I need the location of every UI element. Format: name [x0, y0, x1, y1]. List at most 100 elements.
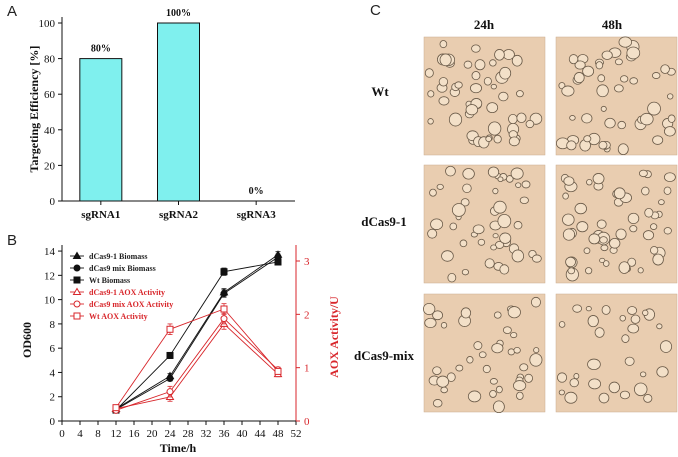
yeast-cell — [608, 381, 620, 394]
yeast-cell — [656, 366, 669, 378]
yeast-cell — [429, 188, 437, 197]
yeast-cell — [565, 256, 576, 268]
yeast-cell — [650, 246, 659, 255]
line-chart-x-tick-label: 32 — [201, 428, 212, 440]
data-point — [166, 351, 174, 359]
yeast-cell — [463, 60, 473, 69]
yeast-cell — [478, 351, 487, 359]
yeast-cell — [640, 371, 647, 378]
legend-entry: dCas9 mix Biomass — [89, 264, 156, 273]
yeast-cell — [477, 238, 486, 246]
yeast-cell — [489, 59, 497, 67]
yeast-cell — [562, 228, 576, 241]
yeast-cell — [454, 81, 463, 89]
line-chart-left-tick-label: 0 — [50, 416, 56, 428]
yeast-cell — [585, 306, 592, 312]
yeast-cell — [564, 391, 578, 404]
yeast-cell — [448, 112, 463, 127]
yeast-cell — [644, 208, 654, 218]
series-line — [115, 254, 279, 410]
yeast-cell — [615, 228, 627, 240]
micrograph-column-label-24h: 24h — [474, 17, 495, 32]
yeast-cell — [656, 323, 663, 330]
yeast-cell — [511, 54, 523, 67]
yeast-cell — [621, 334, 630, 343]
yeast-cell — [466, 356, 474, 364]
data-point — [220, 290, 228, 298]
yeast-cell — [627, 306, 638, 315]
bar-chart-bars — [79, 22, 200, 202]
line-chart-x-tick-label: 16 — [129, 428, 141, 440]
line-chart-left-ticks: 0 2 4 6 8 10 12 14 — [44, 246, 62, 428]
yeast-cell — [629, 225, 638, 233]
yeast-cell — [647, 101, 661, 116]
yeast-cell — [482, 364, 491, 374]
yeast-cell — [614, 84, 624, 93]
yeast-cell — [455, 364, 464, 372]
data-point — [166, 375, 174, 383]
yeast-cell — [587, 358, 601, 371]
yeast-cell — [461, 268, 469, 276]
yeast-cell — [609, 237, 621, 249]
panel-letter-a: A — [7, 3, 17, 20]
yeast-cell — [471, 44, 481, 53]
yeast-cell — [516, 90, 524, 98]
line-chart-x-tick-label: 36 — [219, 428, 231, 440]
yeast-cell — [484, 258, 495, 269]
line-chart-legend: dCas9-1 Biomass dCas9 mix Biomass Wt Bioma… — [70, 251, 173, 321]
line-chart-left-tick-label: 8 — [50, 319, 56, 331]
yeast-cell — [667, 114, 676, 123]
series-line — [115, 308, 279, 408]
yeast-cell — [620, 75, 629, 83]
yeast-cell — [430, 218, 444, 230]
yeast-cell — [445, 165, 456, 177]
yeast-cell — [465, 104, 479, 116]
line-chart-x-tick-label: 48 — [273, 428, 285, 440]
series-line — [115, 261, 279, 411]
yeast-cell — [462, 168, 475, 180]
yeast-cell — [592, 173, 605, 185]
line-chart-right-y-label: AOX Activity/U — [327, 296, 341, 378]
data-point — [166, 388, 174, 396]
yeast-cell — [507, 306, 521, 319]
yeast-cell — [493, 134, 502, 144]
yeast-cell — [499, 66, 512, 80]
yeast-cell — [637, 267, 644, 274]
yeast-cell — [487, 166, 500, 178]
data-point — [220, 305, 228, 313]
yeast-cell — [493, 311, 502, 319]
yeast-cell — [499, 264, 510, 275]
yeast-cell — [588, 233, 601, 245]
legend-entry: Wt Biomass — [89, 276, 130, 285]
yeast-cell — [424, 68, 434, 78]
yeast-cell — [617, 120, 627, 130]
yeast-cell — [472, 224, 485, 235]
yeast-cell — [581, 113, 593, 124]
line-chart-x-tick-label: 0 — [59, 428, 65, 440]
bar-chart-x-ticks: sgRNA1 sgRNA2 sgRNA3 — [81, 201, 276, 221]
yeast-cell — [511, 249, 525, 263]
bar-chart-y-tick-label: 20 — [44, 160, 56, 172]
yeast-cell — [663, 186, 672, 195]
yeast-cell — [521, 180, 531, 189]
yeast-cell — [492, 400, 505, 414]
legend-marker — [73, 300, 81, 308]
micrograph-2 — [555, 36, 678, 156]
yeast-cell — [422, 302, 436, 316]
line-chart-x-tick-label: 28 — [183, 428, 195, 440]
line-chart-right-tick-label: 0 — [304, 416, 310, 428]
yeast-cell — [627, 323, 640, 334]
yeast-cell — [473, 341, 483, 350]
yeast-cell — [519, 363, 529, 372]
yeast-cell — [427, 228, 438, 239]
yeast-cell — [451, 203, 466, 217]
yeast-cell — [439, 40, 448, 49]
yeast-cell — [569, 115, 576, 121]
line-chart-left-tick-label: 10 — [44, 295, 56, 307]
yeast-cell — [525, 119, 535, 129]
yeast-cell — [619, 390, 630, 400]
yeast-cell — [652, 135, 664, 145]
yeast-cell — [583, 247, 591, 255]
yeast-cell — [583, 135, 592, 143]
